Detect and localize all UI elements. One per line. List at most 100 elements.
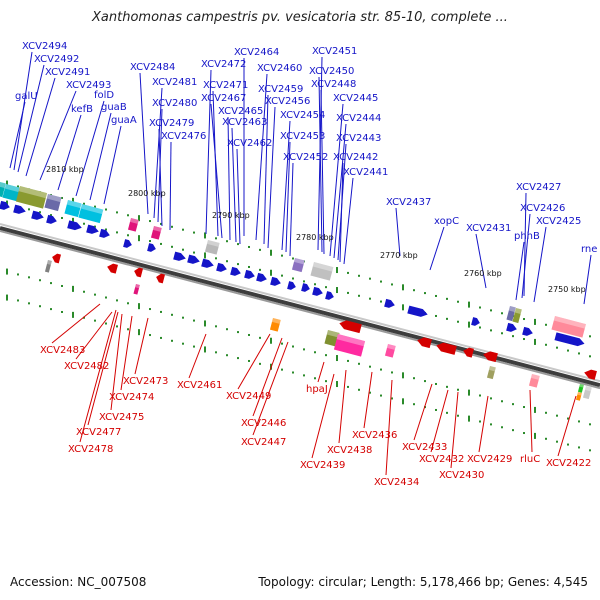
forward-gene-arrow[interactable] [67, 220, 83, 231]
forward-gene-arrow[interactable] [46, 214, 58, 225]
forward-gene-arrow[interactable] [0, 200, 11, 211]
forward-gene-arrow[interactable] [173, 251, 187, 263]
forward-gene-arrow[interactable] [99, 228, 111, 239]
forward-gene-label[interactable]: XCV2454 [280, 110, 325, 121]
reverse-gene-label[interactable]: XCV2434 [374, 477, 419, 488]
forward-gene-arrow[interactable] [201, 258, 215, 270]
feature-box[interactable] [506, 306, 516, 322]
forward-gene-arrow[interactable] [244, 269, 256, 280]
reverse-gene-arrow[interactable] [462, 346, 474, 358]
forward-gene-label[interactable]: XCV2480 [152, 98, 197, 109]
forward-gene-arrow[interactable] [123, 239, 133, 249]
reverse-gene-arrow[interactable] [133, 267, 144, 278]
feature-box[interactable] [384, 343, 396, 358]
forward-gene-arrow[interactable] [287, 281, 297, 291]
forward-gene-arrow[interactable] [471, 317, 481, 327]
forward-gene-label[interactable]: XCV2442 [333, 152, 378, 163]
forward-gene-label[interactable]: XCV2472 [201, 59, 246, 70]
gene-features[interactable] [0, 181, 597, 401]
forward-gene-label[interactable]: XCV2441 [343, 167, 388, 178]
forward-gene-label[interactable]: xopC [434, 216, 459, 227]
reverse-gene-label[interactable]: XCV2433 [402, 442, 447, 453]
forward-gene-label[interactable]: XCV2425 [536, 216, 581, 227]
forward-gene-label[interactable]: XCV2492 [34, 54, 79, 65]
forward-gene-label[interactable]: XCV2451 [312, 46, 357, 57]
reverse-gene-label[interactable]: XCV2430 [439, 470, 484, 481]
forward-gene-arrow[interactable] [187, 254, 201, 266]
forward-gene-label[interactable]: XCV2445 [333, 93, 378, 104]
forward-gene-arrow[interactable] [407, 305, 428, 319]
forward-gene-label[interactable]: XCV2462 [227, 138, 272, 149]
feature-box[interactable] [44, 193, 62, 212]
forward-gene-label[interactable]: XCV2484 [130, 62, 175, 73]
feature-box[interactable] [551, 316, 586, 338]
feature-box[interactable] [310, 262, 334, 281]
forward-gene-arrow[interactable] [325, 291, 335, 301]
feature-box[interactable] [269, 318, 281, 332]
reverse-gene-arrow[interactable] [435, 341, 457, 355]
feature-box[interactable] [577, 384, 584, 393]
reverse-gene-label[interactable]: XCV2432 [419, 454, 464, 465]
feature-box[interactable] [150, 225, 162, 240]
reverse-gene-label[interactable]: XCV2477 [76, 427, 121, 438]
reverse-gene-label[interactable]: XCV2447 [241, 437, 286, 448]
feature-box[interactable] [486, 366, 496, 380]
forward-gene-arrow[interactable] [13, 204, 27, 216]
forward-gene-label[interactable]: XCV2459 [258, 84, 303, 95]
forward-gene-label[interactable]: XCV2494 [22, 41, 67, 52]
forward-gene-label[interactable]: kefB [71, 104, 93, 115]
forward-gene-arrow[interactable] [312, 286, 324, 297]
feature-box[interactable] [133, 284, 140, 295]
feature-box[interactable] [582, 386, 592, 400]
forward-gene-arrow[interactable] [554, 332, 585, 347]
forward-gene-label[interactable]: XCV2479 [149, 118, 194, 129]
forward-gene-label[interactable]: XCV2427 [516, 182, 561, 193]
feature-box[interactable] [15, 185, 48, 209]
forward-gene-label[interactable]: XCV2481 [152, 77, 197, 88]
feature-box[interactable] [127, 217, 139, 232]
reverse-gene-arrow[interactable] [51, 253, 62, 264]
forward-gene-arrow[interactable] [270, 276, 282, 287]
forward-gene-label[interactable]: XCV2444 [336, 113, 381, 124]
forward-gene-label[interactable]: XCV2476 [161, 131, 206, 142]
forward-gene-label[interactable]: XCV2463 [222, 117, 267, 128]
reverse-gene-label[interactable]: XCV2483 [40, 345, 85, 356]
reverse-gene-label[interactable]: XCV2422 [546, 458, 591, 469]
forward-gene-label[interactable]: XCV2493 [66, 80, 111, 91]
feature-box[interactable] [291, 258, 305, 273]
reverse-gene-arrow[interactable] [416, 336, 432, 349]
reverse-gene-label[interactable]: XCV2436 [352, 430, 397, 441]
forward-gene-label[interactable]: XCV2456 [265, 96, 310, 107]
forward-gene-label[interactable]: rne [581, 244, 597, 255]
forward-gene-arrow[interactable] [256, 272, 268, 283]
forward-gene-arrow[interactable] [301, 283, 311, 293]
forward-gene-label[interactable]: folD [94, 90, 114, 101]
forward-gene-label[interactable]: galU [15, 91, 38, 102]
reverse-gene-label[interactable]: rluC [520, 454, 540, 465]
reverse-gene-label[interactable]: hpaJ [306, 384, 328, 395]
forward-gene-label[interactable]: XCV2431 [466, 223, 511, 234]
forward-gene-arrow[interactable] [506, 322, 518, 333]
forward-gene-label[interactable]: XCV2452 [283, 152, 328, 163]
feature-box[interactable] [512, 308, 522, 324]
reverse-gene-label[interactable]: XCV2482 [64, 361, 109, 372]
forward-gene-arrow[interactable] [147, 243, 157, 253]
forward-gene-label[interactable]: XCV2467 [201, 93, 246, 104]
feature-box[interactable] [44, 260, 52, 273]
forward-gene-label[interactable]: guaA [111, 115, 137, 126]
reverse-gene-label[interactable]: XCV2473 [123, 376, 168, 387]
forward-gene-label[interactable]: XCV2453 [280, 131, 325, 142]
reverse-gene-arrow[interactable] [338, 319, 362, 334]
forward-gene-label[interactable]: XCV2448 [311, 79, 356, 90]
forward-gene-arrow[interactable] [216, 262, 228, 273]
forward-gene-label[interactable]: phhB [514, 231, 540, 242]
forward-gene-labels[interactable]: XCV2494 XCV2492 XCV2491 galU XCV2493 kefBfolD… [15, 41, 597, 255]
reverse-gene-arrow[interactable] [583, 368, 597, 380]
feature-box[interactable] [78, 204, 104, 224]
forward-gene-label[interactable]: XCV2450 [309, 66, 354, 77]
reverse-gene-label[interactable]: XCV2478 [68, 444, 113, 455]
forward-gene-label[interactable]: XCV2426 [520, 203, 565, 214]
reverse-gene-arrow[interactable] [106, 262, 118, 274]
reverse-gene-label[interactable]: XCV2439 [300, 460, 345, 471]
